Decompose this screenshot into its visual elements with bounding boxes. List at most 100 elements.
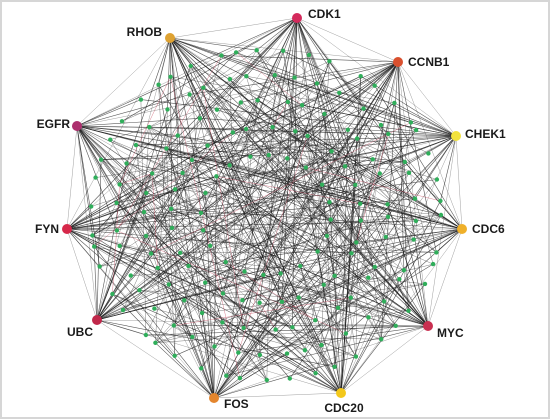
inner-node bbox=[189, 157, 195, 163]
edge bbox=[76, 125, 247, 130]
edge bbox=[119, 245, 281, 274]
edge bbox=[200, 154, 269, 214]
edge bbox=[168, 284, 215, 399]
edge bbox=[96, 319, 146, 336]
edge bbox=[66, 83, 318, 230]
edge bbox=[321, 284, 325, 346]
edge bbox=[242, 61, 399, 301]
edge bbox=[119, 76, 171, 185]
edge bbox=[116, 202, 316, 374]
edge bbox=[304, 179, 438, 351]
inner-node bbox=[201, 228, 206, 233]
inner-node bbox=[240, 298, 245, 303]
inner-node bbox=[156, 82, 161, 87]
edge bbox=[177, 135, 410, 174]
inner-node bbox=[172, 187, 178, 192]
hub-node bbox=[72, 121, 82, 131]
edge bbox=[96, 319, 335, 368]
edge bbox=[173, 184, 356, 326]
edge bbox=[427, 228, 463, 327]
edge bbox=[404, 122, 412, 162]
edge bbox=[169, 37, 411, 123]
inner-node bbox=[97, 264, 102, 269]
edge bbox=[66, 52, 237, 230]
edge bbox=[329, 61, 441, 202]
edge bbox=[76, 52, 237, 127]
inner-node bbox=[379, 337, 384, 342]
edge bbox=[145, 50, 284, 336]
inner-node bbox=[293, 129, 298, 134]
edge bbox=[235, 52, 303, 106]
edge bbox=[246, 128, 373, 160]
edge bbox=[174, 135, 179, 356]
inner-node bbox=[358, 201, 363, 206]
hub-node bbox=[165, 33, 175, 43]
edge bbox=[96, 172, 410, 321]
inner-node bbox=[199, 366, 204, 371]
edge bbox=[440, 135, 457, 201]
inner-node bbox=[322, 111, 327, 117]
edge bbox=[368, 310, 409, 318]
edge bbox=[101, 154, 269, 160]
inner-node bbox=[244, 74, 249, 79]
edge bbox=[235, 52, 429, 154]
edge bbox=[272, 101, 289, 128]
inner-node bbox=[361, 106, 366, 111]
edge bbox=[182, 50, 257, 174]
hub-node bbox=[393, 57, 403, 67]
edge bbox=[292, 275, 335, 328]
edge bbox=[173, 297, 351, 326]
edge bbox=[244, 271, 342, 394]
edge bbox=[256, 50, 352, 254]
edge bbox=[246, 17, 298, 77]
inner-node bbox=[321, 282, 326, 287]
edge bbox=[334, 108, 364, 367]
edge bbox=[135, 145, 145, 213]
edge bbox=[356, 138, 414, 240]
inner-node bbox=[128, 273, 133, 278]
edge bbox=[76, 125, 98, 321]
edge bbox=[126, 163, 202, 214]
edge bbox=[414, 198, 434, 265]
hub-node bbox=[423, 321, 433, 331]
edge bbox=[200, 113, 325, 214]
inner-node bbox=[358, 74, 363, 79]
inner-node bbox=[284, 351, 290, 356]
inner-node bbox=[332, 273, 337, 278]
edge bbox=[122, 159, 193, 311]
edge bbox=[394, 102, 429, 327]
inner-node bbox=[257, 352, 263, 358]
edge bbox=[259, 302, 369, 318]
inner-node bbox=[117, 243, 122, 249]
edge bbox=[190, 65, 342, 394]
inner-node bbox=[327, 200, 332, 205]
edge bbox=[340, 200, 441, 394]
inner-node bbox=[315, 249, 320, 254]
edge bbox=[143, 211, 211, 247]
inner-node bbox=[385, 214, 391, 219]
edge bbox=[146, 126, 273, 194]
edge bbox=[226, 325, 429, 376]
inner-node bbox=[230, 130, 235, 135]
edge bbox=[203, 87, 244, 329]
edge bbox=[167, 37, 171, 110]
node-label: RHOB bbox=[127, 25, 163, 39]
edge bbox=[155, 284, 324, 344]
inner-node bbox=[306, 52, 312, 58]
inner-node bbox=[430, 261, 436, 267]
edge bbox=[166, 148, 268, 381]
inner-node bbox=[345, 127, 351, 132]
edge bbox=[119, 77, 295, 247]
edge bbox=[143, 211, 389, 218]
edge bbox=[203, 230, 324, 286]
edge bbox=[66, 189, 176, 230]
node-label: CDC20 bbox=[324, 401, 364, 415]
edge bbox=[66, 108, 364, 230]
edge bbox=[170, 76, 241, 379]
inner-node bbox=[248, 154, 253, 159]
inner-node bbox=[298, 263, 303, 269]
inner-node bbox=[150, 171, 155, 176]
edge bbox=[145, 235, 203, 314]
inner-node bbox=[120, 307, 126, 313]
edge bbox=[221, 55, 399, 63]
